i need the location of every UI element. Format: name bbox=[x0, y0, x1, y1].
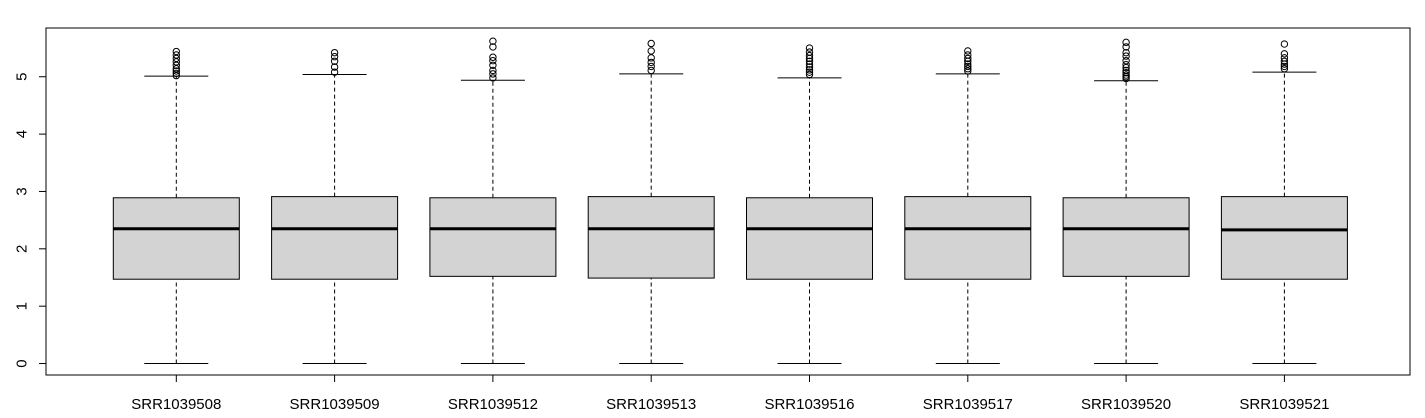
outlier-point bbox=[1122, 38, 1130, 47]
y-tick-label: 4 bbox=[14, 130, 31, 138]
outlier-point bbox=[172, 47, 181, 56]
x-tick-label: SRR1039517 bbox=[923, 396, 1013, 413]
boxes-layer bbox=[112, 37, 1348, 365]
outlier-point bbox=[489, 56, 497, 65]
outlier-point bbox=[1280, 54, 1289, 62]
plot-frame bbox=[45, 27, 1411, 376]
outlier-point bbox=[805, 57, 814, 65]
outlier-point bbox=[489, 66, 497, 75]
outlier-point bbox=[1280, 62, 1289, 71]
outlier-point bbox=[647, 39, 655, 48]
y-tick-label: 3 bbox=[14, 187, 31, 195]
box-group-srr1039513 bbox=[587, 39, 715, 365]
outlier-point bbox=[805, 68, 814, 76]
box-group-srr1039509 bbox=[271, 48, 399, 365]
outlier-point bbox=[489, 61, 497, 69]
outlier-point bbox=[805, 60, 814, 68]
y-tick-label: 5 bbox=[14, 73, 31, 81]
y-tick-label: 2 bbox=[14, 245, 31, 253]
outlier-point bbox=[647, 58, 655, 67]
outlier-point bbox=[1280, 50, 1289, 58]
outlier-point bbox=[964, 47, 972, 55]
outlier-point bbox=[330, 57, 339, 65]
iqr-box bbox=[1220, 196, 1348, 280]
outlier-point bbox=[805, 63, 814, 71]
outlier-point bbox=[1280, 65, 1289, 73]
iqr-box bbox=[271, 196, 399, 280]
outlier-point bbox=[964, 54, 972, 63]
outlier-point bbox=[330, 68, 339, 76]
outlier-point bbox=[489, 70, 497, 78]
outlier-point bbox=[964, 65, 972, 73]
iqr-box bbox=[746, 197, 873, 280]
y-tick-label: 1 bbox=[14, 302, 31, 310]
x-tick-label: SRR1039513 bbox=[606, 396, 696, 413]
x-tick-label: SRR1039512 bbox=[448, 396, 538, 413]
outlier-point bbox=[805, 70, 814, 79]
outlier-point bbox=[489, 74, 497, 82]
outlier-point bbox=[805, 44, 814, 52]
box-group-srr1039516 bbox=[746, 44, 873, 365]
outlier-point bbox=[1122, 56, 1130, 65]
iqr-box bbox=[904, 196, 1032, 280]
outlier-point bbox=[1122, 69, 1130, 77]
outlier-point bbox=[330, 48, 339, 57]
outlier-point bbox=[964, 51, 972, 59]
outlier-point bbox=[1122, 71, 1130, 79]
outlier-point bbox=[964, 60, 972, 68]
x-tick-label: SRR1039521 bbox=[1239, 396, 1329, 413]
x-tick-label: SRR1039508 bbox=[131, 396, 221, 413]
outlier-point bbox=[330, 52, 339, 61]
y-tick-label: 0 bbox=[14, 359, 31, 367]
outlier-point bbox=[1122, 61, 1130, 69]
outlier-point bbox=[330, 63, 339, 71]
iqr-box bbox=[112, 197, 240, 280]
outlier-point bbox=[1280, 40, 1289, 48]
outlier-point bbox=[805, 66, 814, 74]
outlier-point bbox=[172, 51, 181, 59]
outlier-point bbox=[172, 67, 181, 75]
outlier-point bbox=[1122, 48, 1130, 57]
outlier-point bbox=[1280, 57, 1289, 65]
outlier-point bbox=[172, 69, 181, 78]
outlier-point bbox=[489, 43, 497, 51]
iqr-box bbox=[587, 196, 715, 279]
outlier-point bbox=[1122, 43, 1130, 51]
x-axis: SRR1039508 SRR1039509 SRR1039512 SRR1039513… bbox=[131, 374, 1329, 413]
x-tick-label: SRR1039520 bbox=[1081, 396, 1171, 413]
outlier-point bbox=[805, 48, 814, 56]
outlier-point bbox=[647, 47, 655, 55]
outlier-point bbox=[489, 53, 497, 61]
outlier-point bbox=[1122, 52, 1130, 60]
outlier-point bbox=[647, 62, 655, 71]
box-group-srr1039520 bbox=[1062, 38, 1190, 365]
outlier-point bbox=[647, 54, 655, 62]
outlier-point bbox=[489, 37, 497, 45]
box-group-srr1039521 bbox=[1220, 40, 1348, 365]
box-group-srr1039517 bbox=[904, 47, 1032, 365]
box-group-srr1039512 bbox=[429, 37, 557, 365]
iqr-box bbox=[429, 197, 557, 277]
outlier-point bbox=[964, 62, 972, 71]
box-group-srr1039508 bbox=[112, 47, 240, 365]
outlier-point bbox=[647, 66, 655, 75]
x-tick-label: SRR1039509 bbox=[290, 396, 380, 413]
y-axis: 0 1 2 3 4 5 bbox=[14, 73, 47, 368]
x-tick-label: SRR1039516 bbox=[764, 396, 854, 413]
iqr-box bbox=[1062, 197, 1190, 277]
outlier-point bbox=[1122, 66, 1130, 75]
outlier-point bbox=[805, 51, 814, 60]
